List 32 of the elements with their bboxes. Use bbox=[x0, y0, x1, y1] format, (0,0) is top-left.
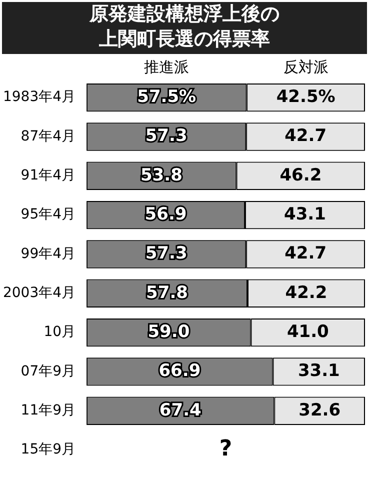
data-label: 57.5% bbox=[137, 87, 196, 107]
data-label: 59.0 bbox=[148, 322, 190, 342]
data-label: 56.9 bbox=[144, 204, 187, 224]
data-label: 67.4 bbox=[159, 400, 202, 420]
y-tick-label: 15年9月 bbox=[20, 442, 76, 458]
data-label: 57.8 bbox=[146, 282, 188, 303]
data-label: 43.1 bbox=[284, 204, 326, 224]
y-tick-label: 87年4月 bbox=[20, 128, 76, 144]
y-tick-label: 2003年4月 bbox=[2, 285, 76, 302]
y-tick-label: 07年9月 bbox=[20, 363, 76, 380]
data-label: 57.3 bbox=[145, 244, 188, 264]
data-label: 42.5% bbox=[276, 87, 336, 107]
chart-title: 原発建設構想浮上後の上関町長選の得票率 bbox=[88, 2, 280, 52]
series-label: 推進派 bbox=[144, 58, 190, 76]
y-tick-label: 1983年4月 bbox=[2, 89, 76, 106]
series-label: 反対派 bbox=[283, 58, 328, 76]
y-tick-label: 99年4月 bbox=[20, 246, 76, 262]
data-label: 41.0 bbox=[286, 322, 330, 342]
y-tick-label: 91年4月 bbox=[20, 168, 76, 184]
y-tick-label: 95年4月 bbox=[20, 206, 76, 223]
data-label: 66.9 bbox=[158, 361, 201, 382]
data-label: 57.3 bbox=[145, 126, 188, 146]
data-label: 42.7 bbox=[284, 126, 327, 146]
annotation: ? bbox=[219, 436, 232, 462]
data-label: 32.6 bbox=[298, 400, 341, 420]
y-tick-label: 11年9月 bbox=[20, 402, 76, 418]
data-label: 33.1 bbox=[298, 361, 340, 382]
data-label: 46.2 bbox=[280, 165, 322, 186]
data-label: 42.2 bbox=[285, 282, 328, 303]
y-tick-label: 10月 bbox=[44, 324, 76, 340]
data-label: 53.8 bbox=[140, 165, 182, 186]
data-label: 42.7 bbox=[284, 244, 327, 264]
